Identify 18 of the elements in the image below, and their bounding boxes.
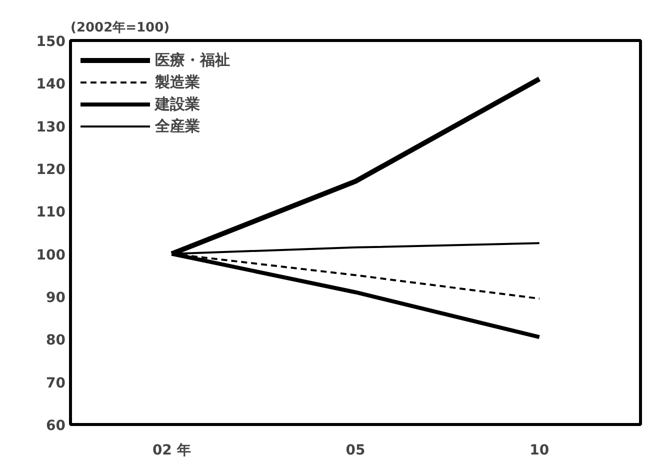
y-axis-title: (2002年=100) (70, 20, 170, 36)
y-tick-label: 130 (36, 119, 66, 136)
x-tick-label: 10 (530, 442, 550, 458)
y-tick-label: 150 (36, 34, 66, 50)
y-tick-label: 80 (46, 332, 66, 349)
legend-label: 全産業 (155, 116, 200, 136)
y-tick-label: 60 (46, 418, 66, 434)
x-tick-label: 05 (346, 442, 366, 458)
x-tick-label: 02 年 (152, 442, 191, 458)
y-tick-label: 140 (36, 76, 66, 93)
y-tick-label: 120 (36, 162, 66, 178)
legend-label: 医療・福祉 (155, 50, 230, 70)
legend-label: 製造業 (155, 72, 200, 92)
legend-label: 建設業 (155, 94, 200, 114)
y-tick-label: 110 (36, 204, 66, 221)
y-tick-label: 70 (46, 375, 66, 392)
y-tick-label: 90 (46, 290, 66, 306)
y-tick-label: 100 (36, 247, 66, 264)
